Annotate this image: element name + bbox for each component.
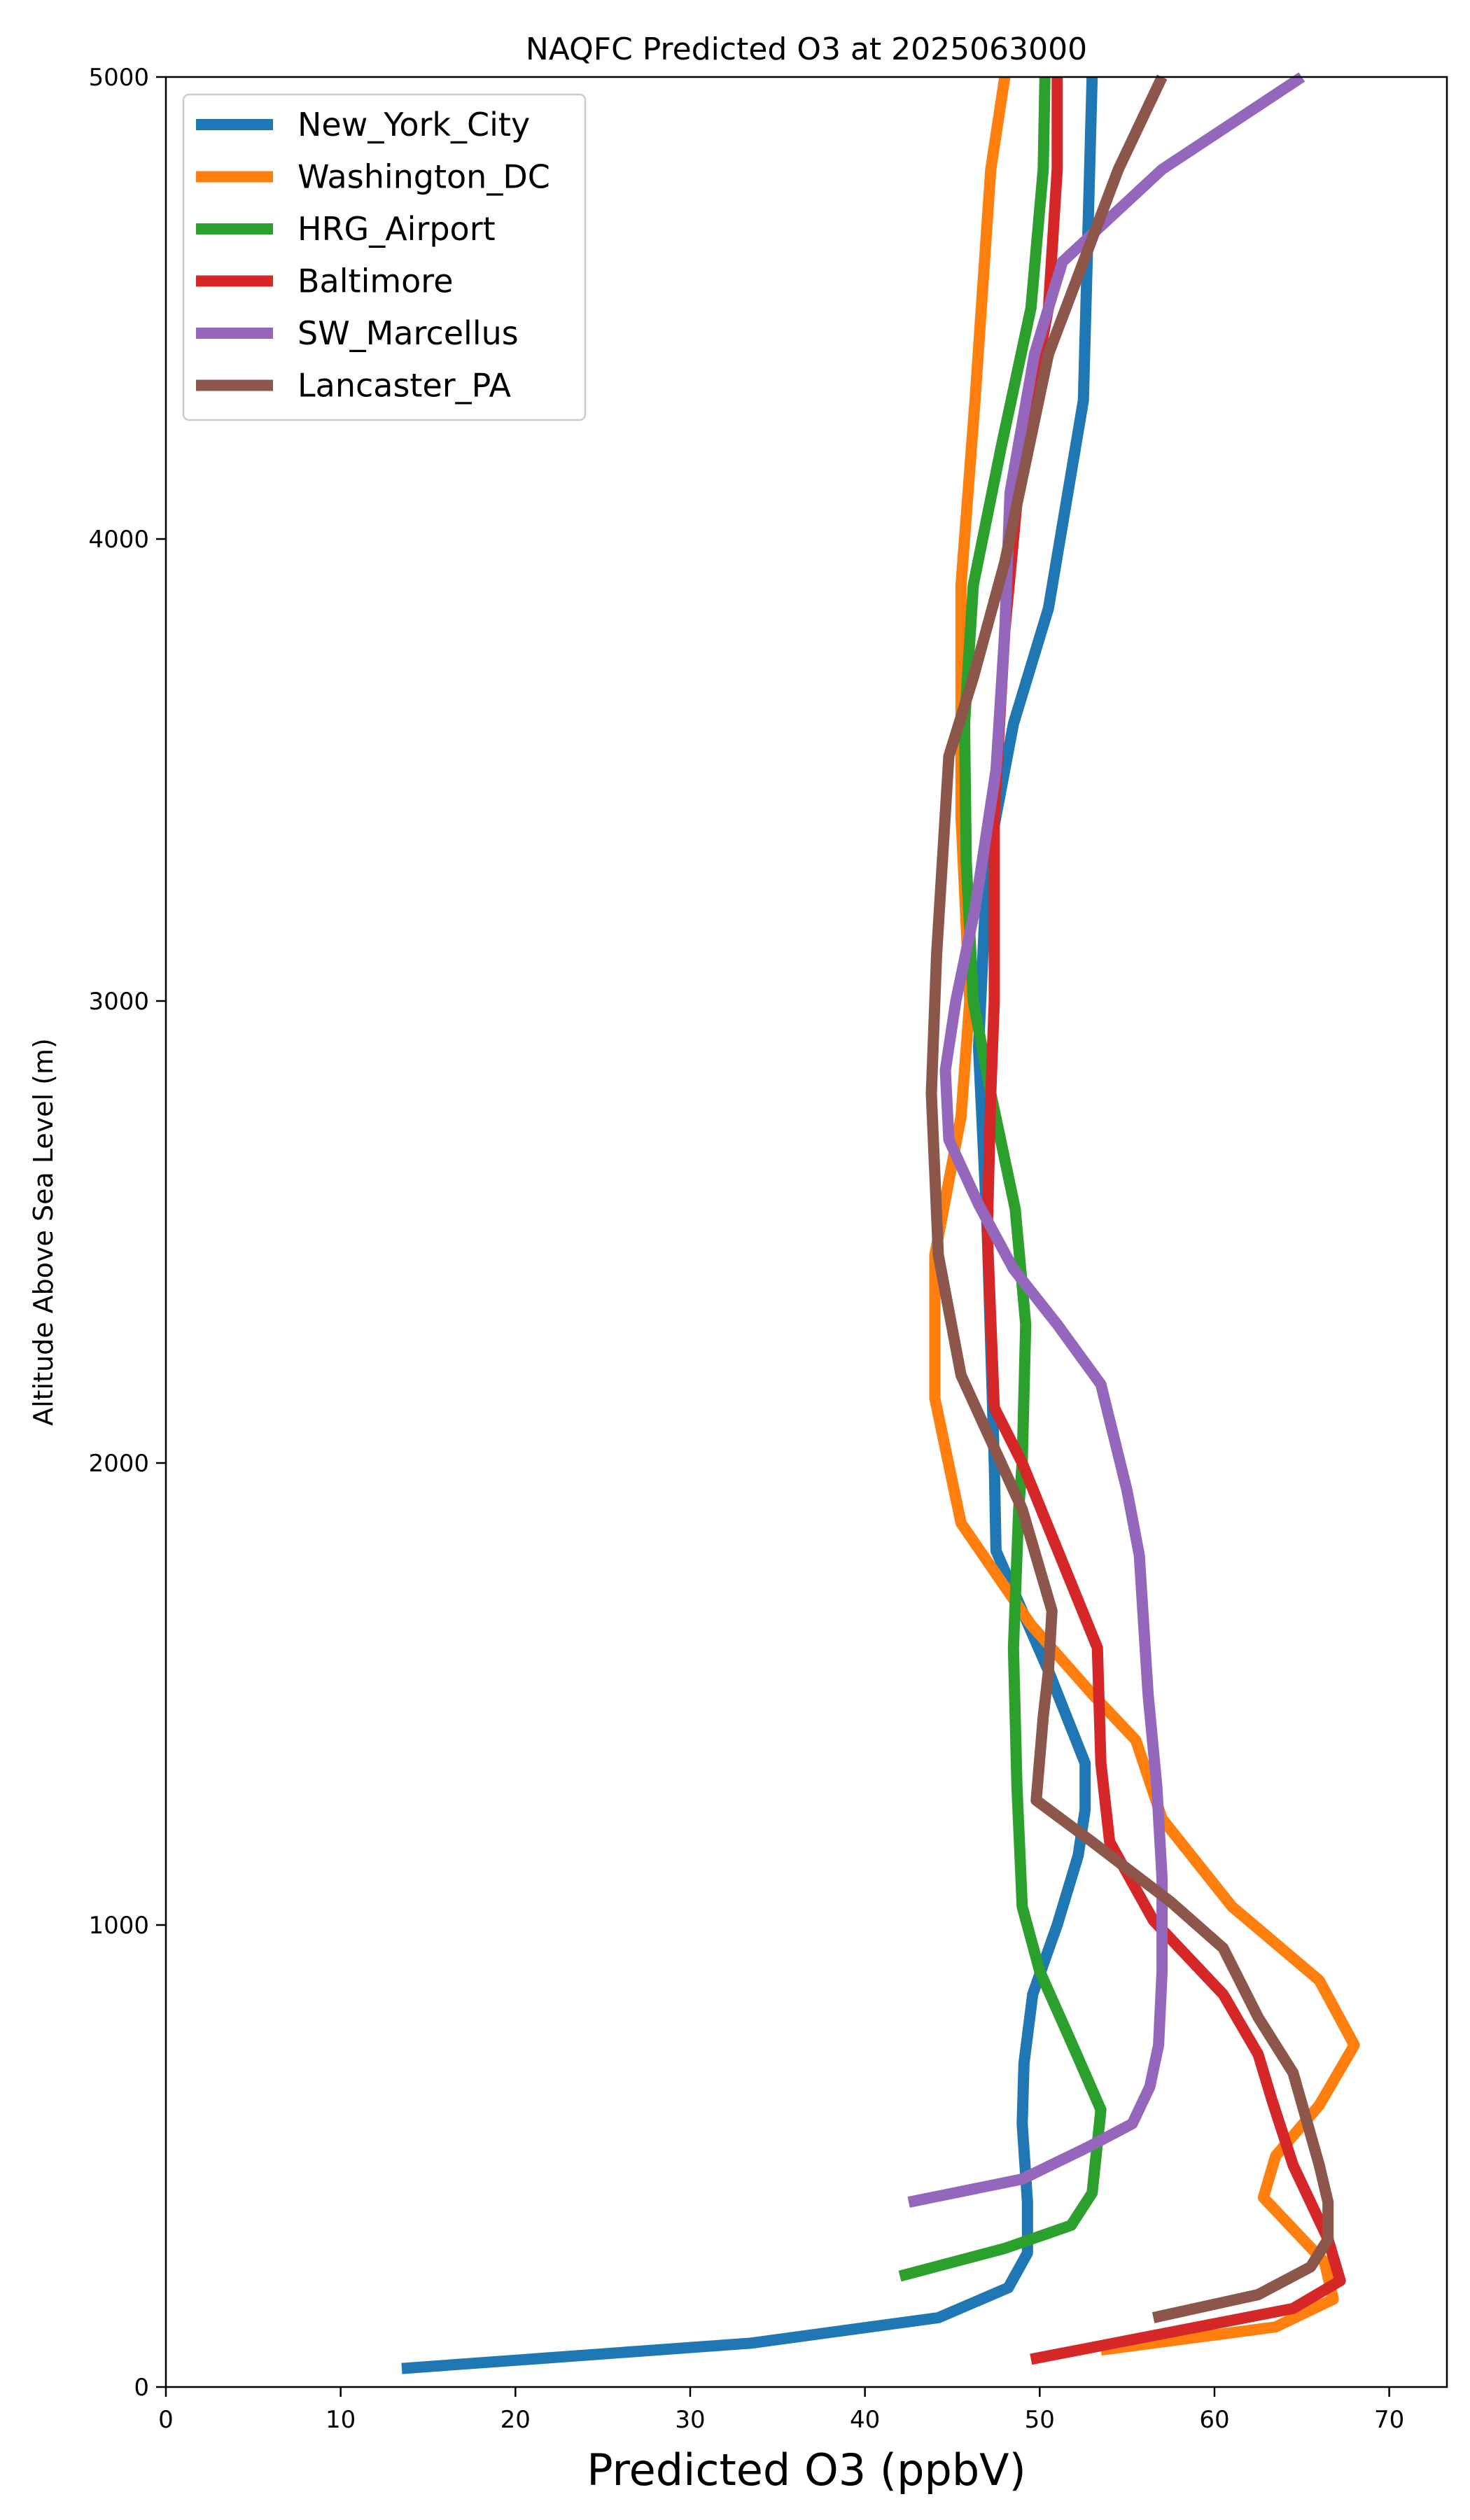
legend-label-baltimore: Baltimore	[298, 262, 454, 300]
x-tick-label: 20	[500, 2406, 531, 2434]
chart-title: NAQFC Predicted O3 at 2025063000	[526, 31, 1087, 67]
y-tick-label: 4000	[88, 526, 149, 554]
legend: New_York_City Washington_DC HRG_Airport Bal…	[182, 93, 587, 421]
series-layer	[401, 72, 1360, 2374]
y-tick-label: 1000	[88, 1912, 149, 1940]
y-tick-label: 5000	[88, 64, 149, 92]
x-tick-label: 10	[326, 2406, 356, 2434]
x-axis-label: Predicted O3 (ppbV)	[587, 2444, 1026, 2496]
x-tick-label: 0	[158, 2406, 174, 2434]
legend-box	[182, 93, 587, 421]
plot-area	[164, 72, 1448, 2388]
y-axis: 0 1000 2000 3000 4000 5000	[88, 64, 166, 2402]
y-axis-label: Altitude Above Sea Level (m)	[28, 1038, 59, 1426]
x-tick-label: 40	[850, 2406, 880, 2434]
x-tick-label: 70	[1374, 2406, 1404, 2434]
x-tick-label: 30	[675, 2406, 705, 2434]
plot-frame	[164, 76, 1448, 2388]
x-tick-label: 60	[1199, 2406, 1229, 2434]
legend-label-sw-marcellus: SW_Marcellus	[298, 314, 519, 352]
legend-label-new-york-city: New_York_City	[298, 106, 530, 144]
y-tick-label: 3000	[88, 988, 149, 1016]
y-tick-label: 0	[134, 2374, 149, 2402]
series-line-lancaster-pa	[925, 74, 1334, 2323]
legend-label-hrg-airport: HRG_Airport	[298, 210, 496, 248]
x-tick-label: 50	[1025, 2406, 1055, 2434]
y-tick-label: 2000	[88, 1450, 149, 1478]
legend-label-lancaster-pa: Lancaster_PA	[298, 367, 511, 405]
legend-label-washington-dc: Washington_DC	[298, 158, 550, 196]
x-axis: 0 10 20 30 40 50 60 70	[158, 2387, 1404, 2434]
